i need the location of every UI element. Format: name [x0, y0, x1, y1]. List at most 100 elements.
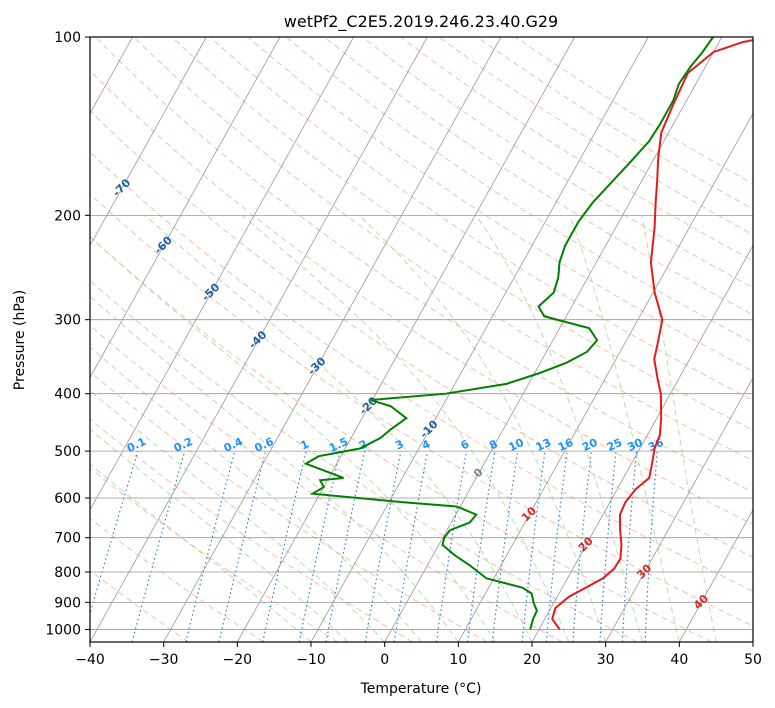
chart-title: wetPf2_C2E5.2019.246.23.40.G29 [284, 12, 558, 32]
dry-adiabat-line [90, 467, 339, 642]
y-tick-label: 500 [54, 444, 81, 460]
mixing-ratio-line [599, 451, 617, 642]
isotherm-label: -20 [357, 394, 380, 417]
x-tick-label: 50 [744, 652, 762, 668]
x-axis-label: Temperature (°C) [360, 681, 482, 697]
moist-adiabat-line [90, 428, 349, 642]
dry-adiabat-line [90, 569, 190, 642]
moist-adiabat-line [144, 214, 533, 642]
isotherm-line [163, 37, 502, 642]
y-tick-label: 300 [54, 313, 81, 329]
mixing-ratio-label: 3 [393, 437, 405, 452]
mixing-ratio-line [466, 451, 496, 642]
isotherm-line [384, 37, 723, 642]
isotherm-label: -50 [199, 280, 222, 303]
profiles [303, 37, 753, 631]
dry-adiabat-line [90, 151, 753, 592]
dry-adiabat-line [362, 37, 753, 289]
dry-adiabat-line [90, 371, 488, 642]
x-tick-label: 10 [449, 652, 467, 668]
y-tick-label: 600 [54, 491, 81, 507]
x-tick-label: 20 [523, 652, 541, 668]
dry-adiabat-line [90, 324, 563, 642]
isotherm-line [0, 37, 59, 642]
mixing-ratio-label: 16 [556, 436, 576, 454]
moist-adiabats [90, 214, 717, 642]
mixing-ratio-label: 30 [625, 436, 645, 454]
isotherm-line [90, 37, 428, 642]
mixing-ratio-label: 20 [580, 436, 600, 454]
isotherm-line [678, 509, 753, 642]
dry-adiabat-line [514, 37, 753, 185]
x-tick-label: −10 [296, 652, 326, 668]
moist-adiabat-line [90, 346, 422, 642]
mixing-ratio-line [435, 451, 467, 642]
isotherm-label: 40 [691, 592, 711, 612]
isotherm-label: -60 [152, 233, 175, 256]
mixing-ratio-line [298, 450, 341, 642]
plot-area: -100-90-80-70-60-50-40-30-20-10010203040… [0, 37, 753, 642]
isotherm-label: -40 [246, 328, 269, 351]
mixing-ratio-label: 10 [507, 436, 527, 454]
y-tick-label: 1000 [45, 622, 81, 638]
moist-adiabat-line [641, 215, 717, 642]
moist-adiabat-line [90, 389, 386, 642]
y-axis-label: Pressure (hPa) [12, 290, 28, 390]
moist-adiabat-line [90, 235, 496, 642]
mixing-ratio-line [262, 450, 307, 642]
y-tick-label: 700 [54, 531, 81, 547]
mixing-ratio-label: 25 [605, 436, 624, 454]
dewpoint-profile [303, 37, 714, 630]
mixing-ratio-line [218, 450, 267, 642]
moist-adiabat-line [90, 463, 312, 642]
dry-adiabat-line [90, 279, 638, 642]
dry-adiabat-line [90, 418, 414, 642]
temperature-profile [551, 39, 753, 631]
y-tick-label: 400 [54, 387, 81, 403]
mixing-ratio-line [90, 450, 139, 616]
dry-adiabat-line [90, 517, 264, 642]
mixing-ratio-line [364, 450, 402, 642]
mixing-ratio-label: 0.6 [253, 435, 276, 455]
moist-adiabat-line [475, 215, 643, 642]
isotherm-label: -70 [110, 176, 133, 199]
dry-adiabat-line [90, 236, 712, 642]
isotherm-line [90, 37, 281, 379]
dry-adiabat-line [209, 37, 753, 401]
plot-frame [89, 36, 754, 643]
mixing-ratio-line [491, 451, 519, 642]
y-tick-label: 100 [54, 30, 81, 46]
isotherm-line [752, 641, 753, 642]
mixing-ratio-label: 13 [534, 436, 553, 454]
dry-adiabat-line [90, 70, 753, 525]
isotherm-label: 0 [471, 465, 486, 480]
mixing-ratio-line [621, 451, 638, 642]
mixing-ratio-line [521, 451, 546, 642]
mixing-ratio-label: 0.1 [125, 435, 148, 455]
isotherm-line [236, 37, 575, 642]
mixing-ratio-labels: 0.1 0.2 0.4 0.6 1 1.5 2 3 4 6 8 10 13 16 20 25 30 36 [125, 435, 666, 455]
isotherm-label: 30 [634, 561, 654, 581]
x-tick-label: 40 [670, 652, 688, 668]
moist-adiabat-line [241, 214, 570, 642]
isotherm-line [457, 112, 753, 642]
isotherm-line [531, 244, 753, 642]
y-axis: 1000 900 800 700 600 500 400 300 200 100 [45, 30, 90, 638]
y-tick-label: 800 [54, 565, 81, 581]
moist-adiabat-line [358, 214, 607, 642]
mixing-ratio-line [644, 451, 658, 642]
dry-adiabat-line [247, 37, 753, 372]
dry-adiabat-line [324, 37, 753, 316]
y-tick-label: 200 [54, 208, 81, 224]
isotherm-label: -30 [305, 354, 328, 377]
isotherm-line [310, 37, 649, 642]
isotherm-line [90, 37, 354, 511]
x-tick-label: 30 [597, 652, 615, 668]
mixing-ratio-label: 0.4 [222, 435, 245, 455]
isotherm-label: -80 [62, 129, 85, 152]
dry-adiabat-line [90, 110, 753, 558]
isotherms [0, 37, 753, 642]
mixing-ratio-line [572, 451, 592, 642]
